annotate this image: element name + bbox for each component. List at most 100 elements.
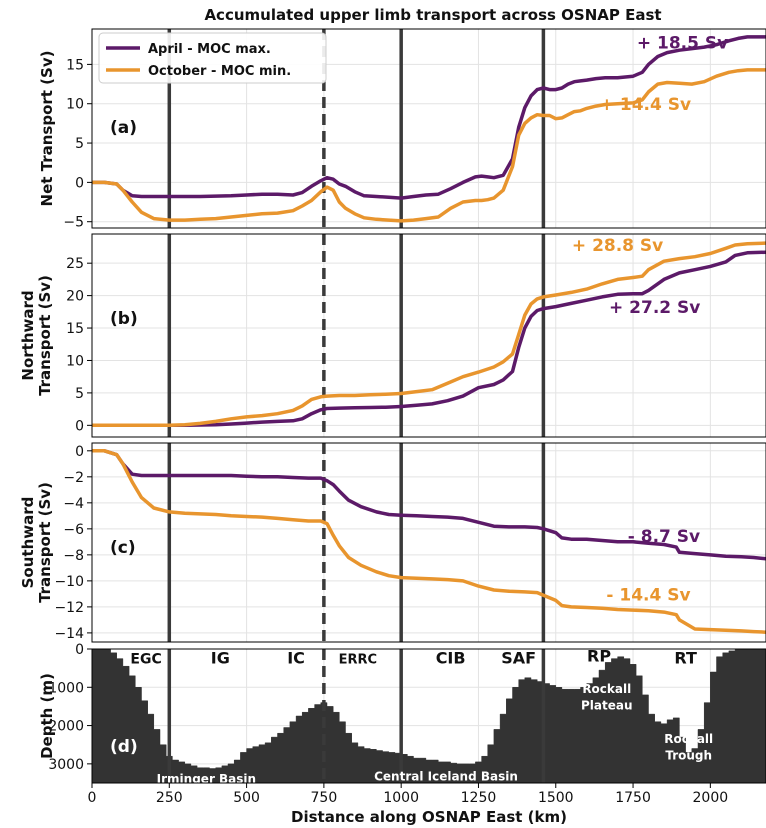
region-label-1: IG xyxy=(211,649,230,668)
feature-label-2: Rockall xyxy=(664,732,713,746)
x-axis-label: Distance along OSNAP East (km) xyxy=(291,808,567,826)
feature-label-3: Trough xyxy=(665,748,712,762)
panel-c-frame xyxy=(91,442,766,643)
x-tick-label-1: 250 xyxy=(156,790,183,806)
annotation-b-1: + 27.2 Sv xyxy=(609,298,700,318)
y-tick-label-b-0: 0 xyxy=(75,418,84,434)
panel-b: 0 5 10 15 20 25 + 28.8 Sv + 27.2 Sv NorthwardT… xyxy=(19,233,766,438)
y-tick-label-b-2: 10 xyxy=(66,353,84,369)
x-tick-label-5: 1250 xyxy=(461,790,497,806)
panel-a-label: (a) xyxy=(110,118,137,138)
panel-c: 0 −2 −4 −6 −8 −10 −12 −14 - 8.7 Sv - 14.4 Sv Sou… xyxy=(19,442,766,643)
panel-a-annotations: + 18.5 Sv + 14.4 Sv xyxy=(600,34,728,115)
panel-b-yticks: 0 5 10 15 20 25 xyxy=(66,256,92,434)
y-tick-label-b-1: 5 xyxy=(75,386,84,402)
region-label-0: EGC xyxy=(130,652,161,668)
y-tick-label-b-3: 15 xyxy=(66,321,84,337)
y-tick-label-a-1: 0 xyxy=(75,175,84,191)
panel-b-vlines xyxy=(167,234,546,437)
series-line-a-1 xyxy=(92,68,766,223)
region-label-3: ERRC xyxy=(339,653,377,668)
x-tick-label-4: 1000 xyxy=(383,790,419,806)
panel-c-label: (c) xyxy=(110,538,136,558)
ylabel-line-a-0: Net Transport (Sv) xyxy=(38,51,56,207)
region-label-2: IC xyxy=(287,649,305,668)
panel-d: EGC IG IC ERRC CIB SAF RP RT RockallPlateauRock… xyxy=(38,642,766,806)
ylabel-line-c-1: Transport (Sv) xyxy=(36,482,54,603)
y-tick-label-c-6: −12 xyxy=(54,600,84,616)
y-tick-label-c-0: 0 xyxy=(75,444,84,460)
y-tick-label-d-0: 0 xyxy=(75,642,84,658)
y-tick-label-c-3: −6 xyxy=(63,522,84,538)
panel-b-annotations: + 28.8 Sv + 27.2 Sv xyxy=(572,236,700,318)
panel-a-frame xyxy=(91,28,766,229)
y-tick-label-b-4: 20 xyxy=(66,289,84,305)
y-tick-label-d-2: 2000 xyxy=(48,719,84,735)
region-label-4: CIB xyxy=(436,649,466,668)
legend-box xyxy=(98,32,327,84)
chart-title: Accumulated upper limb transport across … xyxy=(204,6,661,24)
series-line-b-1 xyxy=(92,241,766,428)
panel-d-label: (d) xyxy=(110,737,138,757)
x-tick-label-3: 750 xyxy=(311,790,338,806)
panel-c-ylabel: SouthwardTransport (Sv) xyxy=(19,482,54,603)
feature-label-0: Rockall xyxy=(582,682,631,696)
region-label-7: RT xyxy=(674,649,697,668)
y-tick-label-a-2: 5 xyxy=(75,136,84,152)
legend-entry-april: April - MOC max. xyxy=(148,42,271,57)
x-tick-label-6: 1500 xyxy=(538,790,574,806)
panel-b-ylabel: NorthwardTransport (Sv) xyxy=(19,275,54,396)
y-tick-label-c-4: −8 xyxy=(63,548,84,564)
y-tick-label-d-1: 1000 xyxy=(48,680,84,696)
y-tick-label-c-5: −10 xyxy=(54,574,84,590)
panel-a-yticks: −5 0 5 10 15 xyxy=(63,57,92,231)
y-tick-label-a-3: 10 xyxy=(66,97,84,113)
series-line-c-1 xyxy=(92,449,766,634)
panel-c-annotations: - 8.7 Sv - 14.4 Sv xyxy=(606,527,700,606)
y-tick-label-d-3: 3000 xyxy=(48,757,84,773)
ylabel-line-c-0: Southward xyxy=(19,497,37,589)
y-tick-label-c-2: −4 xyxy=(63,496,84,512)
region-label-5: SAF xyxy=(501,649,536,668)
series-line-a-0 xyxy=(92,35,766,200)
panel-c-series xyxy=(92,449,766,634)
ylabel-line-d-0: Depth (m) xyxy=(38,673,56,759)
x-tick-label-2: 500 xyxy=(233,790,260,806)
legend-entry-october: October - MOC min. xyxy=(148,64,291,79)
series-line-b-0 xyxy=(92,250,766,428)
feature-label-4: Irminger Basin xyxy=(157,772,256,786)
annotation-c-1: - 14.4 Sv xyxy=(606,585,690,605)
panel-a-series xyxy=(92,35,766,223)
annotation-c-0: - 8.7 Sv xyxy=(628,527,700,547)
legend: April - MOC max. October - MOC min. xyxy=(98,32,327,84)
y-tick-label-a-4: 15 xyxy=(66,57,84,73)
y-tick-label-c-7: −14 xyxy=(54,626,84,642)
y-tick-label-a-0: −5 xyxy=(63,215,84,231)
panel-a-ylabel: Net Transport (Sv) xyxy=(38,51,56,207)
feature-label-5: Central Iceland Basin xyxy=(374,769,518,783)
x-tick-label-0: 0 xyxy=(88,790,97,806)
x-tick-label-7: 1750 xyxy=(615,790,651,806)
bathymetry-area xyxy=(91,648,766,784)
feature-label-1: Plateau xyxy=(581,699,633,713)
panel-d-xticks: 0 250 500 750 1000 1250 1500 1750 2000 xyxy=(88,783,729,806)
annotation-a-0: + 18.5 Sv xyxy=(637,34,728,54)
y-tick-label-b-5: 25 xyxy=(66,256,84,272)
series-line-c-0 xyxy=(92,449,766,561)
annotation-a-1: + 14.4 Sv xyxy=(600,95,691,115)
panel-d-frame xyxy=(91,648,766,784)
x-tick-label-8: 2000 xyxy=(693,790,729,806)
panel-d-feature-labels: Rockall Plateau Rockall Trough Irminger Basi… xyxy=(157,682,713,786)
annotation-b-0: + 28.8 Sv xyxy=(572,236,663,256)
panel-b-grid xyxy=(91,234,766,437)
panel-a: −5 0 5 10 15 + 18.5 Sv + 14.4 Sv Net Transpor… xyxy=(38,28,766,231)
ylabel-line-b-1: Transport (Sv) xyxy=(36,275,54,396)
panel-d-region-labels: EGC IG IC ERRC CIB SAF RP RT xyxy=(130,647,697,668)
ylabel-line-b-0: Northward xyxy=(19,290,37,380)
panel-d-ylabel: Depth (m) xyxy=(38,673,56,759)
region-label-6: RP xyxy=(587,647,611,666)
panel-c-vlines xyxy=(167,443,546,642)
y-tick-label-c-1: −2 xyxy=(63,470,84,486)
panel-b-label: (b) xyxy=(110,309,138,329)
